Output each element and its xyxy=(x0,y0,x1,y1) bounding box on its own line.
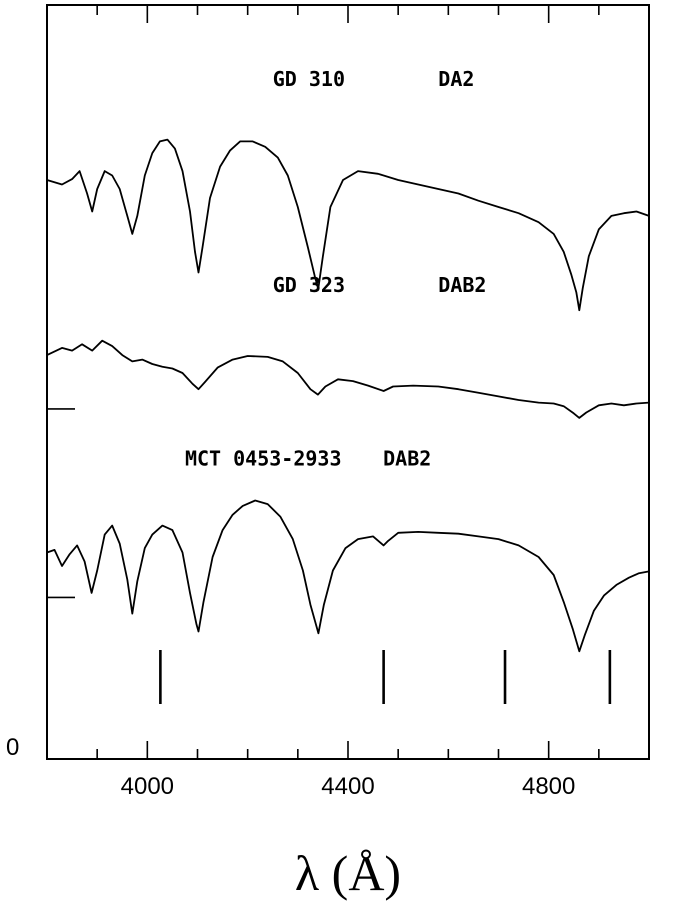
x-tick-label: 4000 xyxy=(121,773,174,800)
spectrum-label: GD 310 xyxy=(273,67,345,91)
x-tick-labels: 4000 4400 4800 xyxy=(121,773,576,800)
x-axis-label: λ (Å) xyxy=(295,845,401,901)
spectra-series xyxy=(46,138,650,653)
line-markers xyxy=(159,650,612,704)
spectrum-label: MCT 0453-2933 xyxy=(185,446,342,470)
x-tick-label: 4400 xyxy=(321,773,374,800)
axis-ticks xyxy=(96,5,600,759)
spectrum-label: DA2 xyxy=(438,67,474,91)
spectrum-line xyxy=(46,339,650,419)
y-tick-zero: 0 xyxy=(6,734,19,761)
plot-frame xyxy=(46,4,650,760)
spectrum-label: DAB2 xyxy=(438,273,486,297)
spectrum-label: GD 323 xyxy=(273,273,345,297)
spectrum-label: DAB2 xyxy=(383,446,431,470)
x-tick-label: 4800 xyxy=(522,773,575,800)
zero-level-marks xyxy=(47,408,75,599)
spectrum-line xyxy=(46,499,650,653)
spectrum-line xyxy=(46,138,650,312)
spectrum-labels: GD 310 DA2 GD 323 DAB2 MCT 0453-2933 DAB2 xyxy=(185,67,487,471)
